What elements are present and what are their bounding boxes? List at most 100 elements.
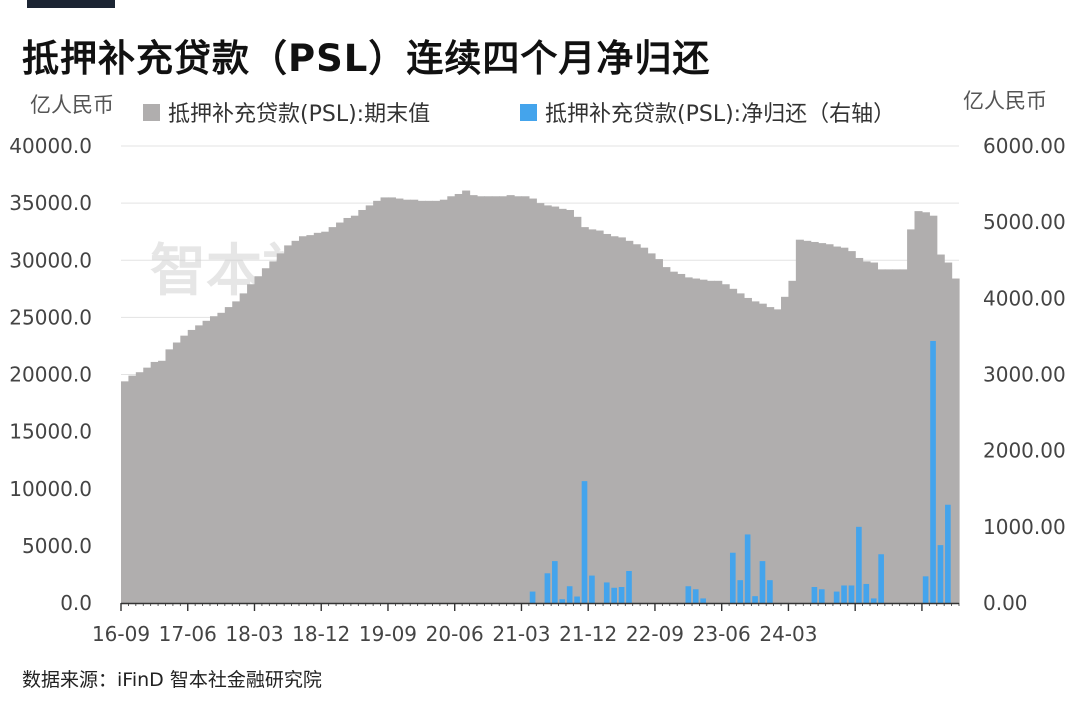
stock-bar	[328, 227, 337, 603]
stock-bar	[447, 196, 456, 603]
stock-bar	[395, 198, 404, 603]
net-bar	[759, 561, 766, 603]
stock-bar	[580, 227, 589, 603]
stock-bar	[573, 216, 582, 603]
stock-bar	[654, 259, 663, 603]
stock-bar	[840, 247, 849, 603]
stock-bar	[743, 297, 752, 603]
stock-bar	[476, 196, 485, 603]
x-tick-label: 18-03	[225, 622, 283, 646]
stock-bar	[484, 196, 493, 603]
stock-bar	[588, 229, 597, 603]
right-tick-label: 0.00	[983, 591, 1028, 615]
net-bar	[559, 599, 566, 603]
legend: 抵押补充贷款(PSL):期末值 抵押补充贷款(PSL):净归还（右轴）	[143, 102, 895, 127]
stock-bar	[610, 236, 619, 603]
stock-bar	[595, 230, 604, 604]
net-bar	[552, 561, 558, 603]
stock-bar	[358, 209, 367, 604]
net-bar	[729, 552, 736, 603]
stock-bar	[254, 276, 263, 603]
x-tick-label: 21-03	[492, 622, 550, 646]
stock-bar	[298, 236, 307, 603]
stock-bar	[758, 303, 767, 603]
net-bar	[856, 526, 862, 603]
stock-bar	[158, 360, 167, 603]
net-bar	[574, 596, 580, 603]
x-tick-label: 23-06	[693, 622, 751, 646]
stock-bar	[884, 269, 893, 603]
left-tick-label: 40000.0	[9, 134, 92, 158]
x-tick-label: 22-09	[626, 622, 684, 646]
legend-label-stock: 抵押补充贷款(PSL):期末值	[168, 102, 430, 127]
title-accent-bar	[27, 0, 115, 8]
stock-bar	[514, 196, 523, 603]
right-axis-unit: 亿人民币	[963, 89, 1047, 113]
net-bar	[603, 582, 610, 603]
stock-bar	[180, 335, 189, 603]
stock-bar	[224, 307, 233, 603]
net-bar	[700, 598, 706, 603]
stock-bar	[870, 262, 879, 603]
net-bar	[685, 586, 692, 603]
net-bar	[767, 580, 773, 603]
stock-bar	[350, 215, 359, 603]
stock-bar	[536, 203, 545, 603]
net-bar	[737, 580, 744, 603]
stock-bar	[313, 232, 322, 603]
net-bar	[752, 596, 758, 603]
stock-bar	[336, 222, 345, 604]
x-tick-label: 24-03	[759, 622, 817, 646]
axes: 40000.0 35000.0 30000.0 25000.0 20000.0 15000…	[9, 134, 1065, 646]
net-bar	[589, 575, 595, 603]
stock-bar	[521, 196, 530, 603]
left-tick-label: 25000.0	[9, 305, 92, 329]
stock-bar	[439, 199, 448, 603]
stock-bar	[647, 253, 656, 603]
stock-bar	[195, 325, 204, 603]
stock-bar	[469, 195, 478, 603]
left-tick-label: 5000.0	[22, 534, 92, 558]
source-note: 数据来源：iFinD 智本社金融研究院	[22, 669, 322, 691]
stock-bar	[892, 269, 901, 603]
stock-bar	[684, 277, 693, 603]
net-bar	[581, 481, 588, 603]
net-bar	[611, 587, 617, 603]
stock-bar	[402, 199, 411, 603]
stock-bar	[261, 268, 270, 603]
stock-bar	[276, 253, 285, 603]
stock-bar	[766, 307, 775, 603]
stock-bar	[202, 320, 211, 603]
stock-bar	[825, 244, 834, 603]
stock-bar	[425, 200, 434, 603]
stock-bar	[121, 381, 130, 603]
left-tick-label: 35000.0	[9, 191, 92, 215]
x-tick-label: 17-06	[159, 622, 217, 646]
left-tick-label: 20000.0	[9, 363, 92, 387]
stock-bar	[640, 247, 649, 603]
stock-bar	[239, 293, 248, 603]
stock-bar	[669, 271, 678, 603]
net-bar	[744, 534, 751, 603]
x-tick-label: 16-09	[92, 622, 150, 646]
stock-bar	[781, 296, 790, 603]
left-tick-label: 15000.0	[9, 420, 92, 444]
stock-bar	[729, 288, 738, 603]
stock-bar	[914, 211, 923, 603]
legend-swatch-net	[520, 104, 537, 121]
stock-bar	[551, 206, 560, 604]
net-bar	[566, 586, 573, 603]
stock-bar	[662, 267, 671, 603]
x-tick-label: 18-12	[292, 622, 350, 646]
stock-bar	[862, 261, 871, 603]
stock-bar	[921, 212, 930, 603]
stock-bar	[565, 209, 574, 604]
stock-bar	[232, 301, 241, 603]
stock-bar	[187, 329, 196, 603]
stock-bar	[373, 200, 382, 603]
stock-bar	[632, 244, 641, 603]
left-axis-unit: 亿人民币	[30, 93, 114, 117]
stock-bar	[625, 240, 634, 603]
stock-bar	[899, 269, 908, 603]
